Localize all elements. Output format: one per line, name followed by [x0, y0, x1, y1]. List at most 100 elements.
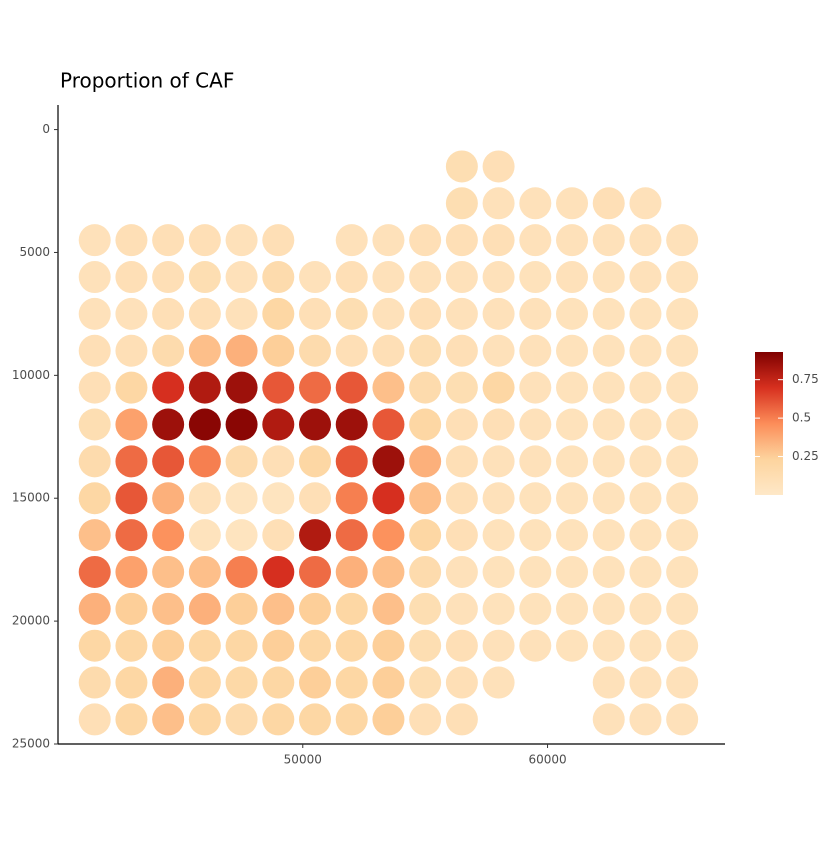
- spot: [519, 592, 552, 625]
- spot: [115, 261, 148, 294]
- spot: [152, 224, 185, 257]
- spot: [482, 408, 515, 441]
- spot: [372, 408, 405, 441]
- spot: [115, 703, 148, 736]
- spot: [592, 224, 625, 257]
- spot: [409, 261, 442, 294]
- spot: [115, 629, 148, 662]
- spot: [482, 187, 515, 220]
- spot: [335, 555, 368, 588]
- spot: [152, 482, 185, 515]
- spot: [409, 519, 442, 552]
- spot: [409, 629, 442, 662]
- spot: [482, 629, 515, 662]
- spot: [262, 371, 295, 404]
- spot: [152, 334, 185, 367]
- spot: [335, 371, 368, 404]
- spot: [335, 592, 368, 625]
- spot: [299, 334, 332, 367]
- spot: [299, 666, 332, 699]
- spot: [188, 224, 221, 257]
- spot: [592, 629, 625, 662]
- spot: [152, 592, 185, 625]
- spot: [556, 592, 589, 625]
- spot: [225, 592, 258, 625]
- spot: [262, 334, 295, 367]
- spot: [666, 297, 699, 330]
- spot: [78, 482, 111, 515]
- spot: [152, 408, 185, 441]
- spot: [409, 334, 442, 367]
- spot: [445, 334, 478, 367]
- x-tick-label: 60000: [528, 753, 566, 767]
- spot: [299, 371, 332, 404]
- spot: [482, 445, 515, 478]
- spot: [629, 519, 662, 552]
- spot: [115, 482, 148, 515]
- spot: [519, 261, 552, 294]
- spot: [115, 519, 148, 552]
- spot: [262, 482, 295, 515]
- spot: [409, 555, 442, 588]
- spot: [482, 371, 515, 404]
- spot: [629, 224, 662, 257]
- spot: [372, 445, 405, 478]
- spot: [262, 261, 295, 294]
- spot: [592, 666, 625, 699]
- spot: [188, 482, 221, 515]
- spot: [299, 408, 332, 441]
- spot: [225, 445, 258, 478]
- spot: [519, 445, 552, 478]
- spot: [519, 408, 552, 441]
- spot: [592, 519, 625, 552]
- spot: [519, 297, 552, 330]
- y-tick-label: 15000: [12, 491, 50, 505]
- spot: [335, 297, 368, 330]
- spot: [482, 150, 515, 183]
- spot: [152, 519, 185, 552]
- spot: [409, 224, 442, 257]
- spot: [78, 666, 111, 699]
- y-tick-label: 20000: [12, 614, 50, 628]
- spot: [78, 371, 111, 404]
- spot: [666, 482, 699, 515]
- spot: [556, 408, 589, 441]
- spot: [445, 261, 478, 294]
- spot: [629, 297, 662, 330]
- colorbar-label: 0.25: [792, 449, 819, 463]
- spot: [78, 629, 111, 662]
- spot: [335, 666, 368, 699]
- spot: [592, 555, 625, 588]
- spot: [666, 261, 699, 294]
- spot: [225, 408, 258, 441]
- spot: [592, 482, 625, 515]
- spot: [78, 261, 111, 294]
- spot: [78, 519, 111, 552]
- spot: [188, 445, 221, 478]
- spot: [225, 555, 258, 588]
- spot: [225, 629, 258, 662]
- spot: [445, 150, 478, 183]
- spot: [78, 334, 111, 367]
- spot: [152, 703, 185, 736]
- spot: [152, 261, 185, 294]
- spot: [556, 519, 589, 552]
- spot: [445, 371, 478, 404]
- spot: [188, 519, 221, 552]
- spot: [188, 592, 221, 625]
- spot: [262, 555, 295, 588]
- spot: [262, 445, 295, 478]
- spot: [519, 555, 552, 588]
- spot: [372, 519, 405, 552]
- spot: [299, 445, 332, 478]
- spot: [372, 371, 405, 404]
- spot: [335, 482, 368, 515]
- spot: [335, 629, 368, 662]
- spot: [409, 666, 442, 699]
- spot: [592, 445, 625, 478]
- spot: [78, 297, 111, 330]
- spot: [262, 224, 295, 257]
- spot: [152, 445, 185, 478]
- spot: [556, 629, 589, 662]
- spot: [445, 482, 478, 515]
